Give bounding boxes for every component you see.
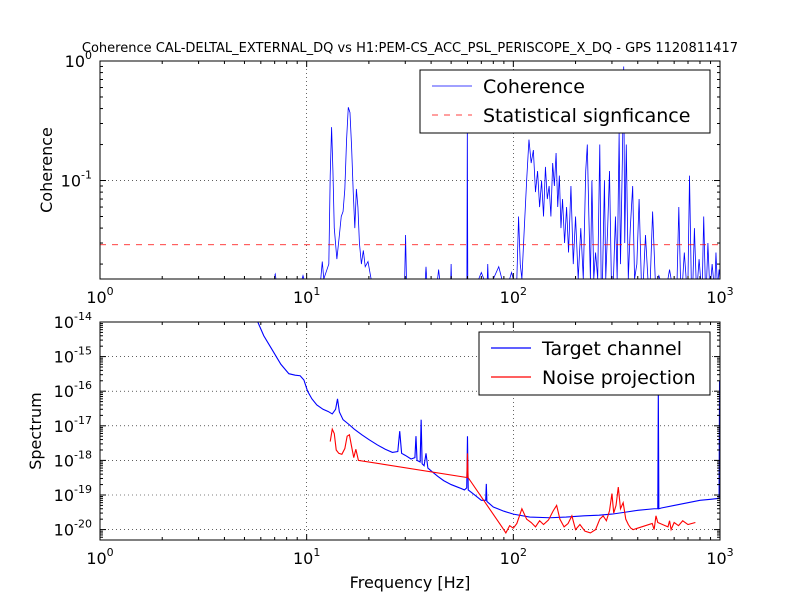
coherence-xtick-label-3: 103 xyxy=(706,285,733,307)
spectrum-panel: 100 101 102 103 10-14 10-15 10-16 10-17 10-18 10-… xyxy=(26,310,734,592)
figure-title: Coherence CAL-DELTAL_EXTERNAL_DQ vs H1:P… xyxy=(82,41,738,56)
coherence-ytick-label-1: 10-1 xyxy=(61,169,92,191)
spectrum-ytick-label-6: 10-20 xyxy=(54,518,92,540)
spectrum-ytick-label-0: 10-14 xyxy=(54,310,92,332)
spectrum-series-target-channel xyxy=(257,322,720,519)
spectrum-series-noise-projection xyxy=(329,427,696,535)
spectrum-xtick-label-2: 102 xyxy=(500,546,527,568)
spectrum-xlabel: Frequency [Hz] xyxy=(350,573,471,592)
spectrum-ylabel: Spectrum xyxy=(26,392,45,470)
coherence-legend-label-statistical-signficance: Statistical signficance xyxy=(483,105,690,127)
coherence-xtick-label-1: 101 xyxy=(293,285,320,307)
coherence-xtick-label-2: 102 xyxy=(500,285,527,307)
coherence-plot-frame xyxy=(99,60,721,280)
spectrum-legend: Target channel Noise projection xyxy=(478,331,711,396)
spectrum-ytick-label-2: 10-16 xyxy=(54,379,92,401)
coherence-panel: 100 101 102 103 100 10-1 Coherence Coherence Sta… xyxy=(37,49,734,307)
spectrum-ytick-label-4: 10-18 xyxy=(54,448,92,470)
spectrum-ytick-label-3: 10-17 xyxy=(54,414,92,436)
coherence-legend-label-coherence: Coherence xyxy=(483,76,585,98)
spectrum-xtick-label-0: 100 xyxy=(86,546,113,568)
coherence-legend: Coherence Statistical signficance xyxy=(419,69,711,134)
coherence-legend-frame xyxy=(419,69,711,134)
coherence-ylabel: Coherence xyxy=(37,127,56,213)
spectrum-ytick-label-1: 10-15 xyxy=(54,345,92,367)
spectrum-legend-frame xyxy=(478,331,711,396)
coherence-xtick-label-0: 100 xyxy=(86,285,113,307)
spectrum-xtick-label-1: 101 xyxy=(293,546,320,568)
spectrum-legend-label-target-channel: Target channel xyxy=(541,338,682,360)
spectrum-legend-label-noise-projection: Noise projection xyxy=(542,367,696,389)
coherence-series-coherence xyxy=(274,66,720,279)
spectrum-ytick-label-5: 10-19 xyxy=(54,483,92,505)
spectrum-xtick-label-3: 103 xyxy=(706,546,733,568)
coherence-ytick-label-0: 100 xyxy=(65,49,92,71)
